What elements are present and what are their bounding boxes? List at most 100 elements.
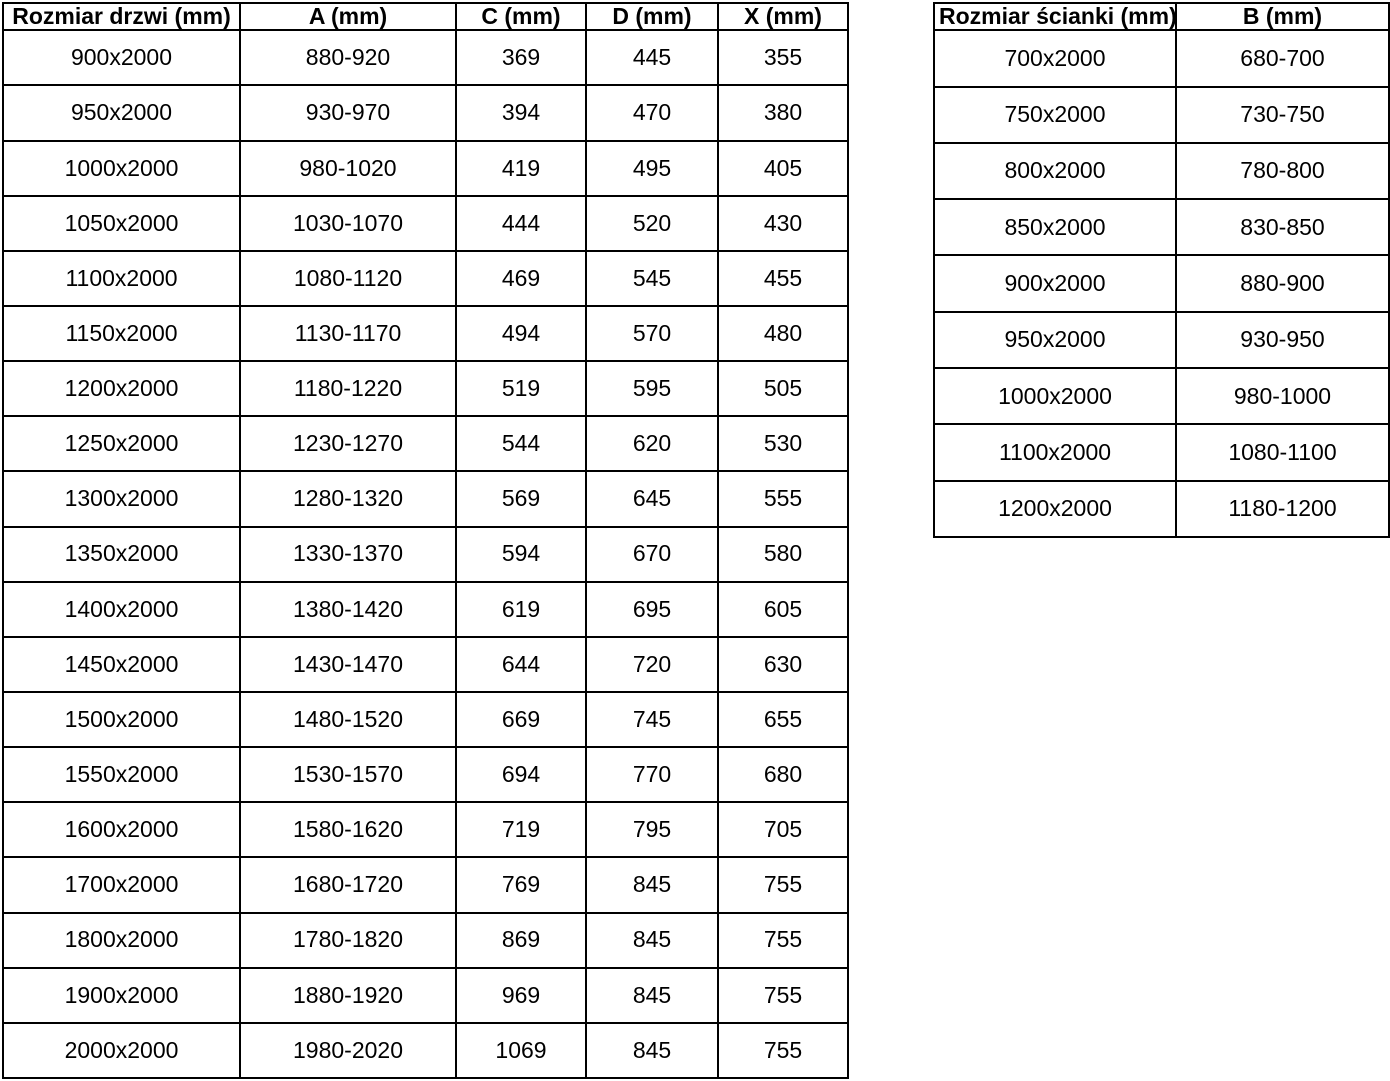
table-cell: 530	[717, 415, 849, 473]
table-cell: 755	[717, 966, 849, 1024]
table-cell: 505	[717, 360, 849, 418]
table-cell: 1800x2000	[2, 911, 241, 969]
table-row: 1450x2000 1430-1470 644 720 630	[2, 635, 849, 693]
table-cell: 2000x2000	[2, 1021, 241, 1080]
table-row: 950x2000 930-950	[933, 310, 1390, 370]
table-cell: 880-920	[239, 29, 457, 87]
table-cell: 869	[455, 911, 587, 969]
table-row: 1350x2000 1330-1370 594 670 580	[2, 525, 849, 583]
table-cell: 1550x2000	[2, 746, 241, 804]
table-cell: 795	[585, 801, 719, 859]
table-cell: 495	[585, 139, 719, 197]
table-cell: 670	[585, 525, 719, 583]
table-cell: 950x2000	[2, 84, 241, 142]
table-cell: 719	[455, 801, 587, 859]
table-row: 1100x2000 1080-1100	[933, 423, 1390, 482]
table-row: 1800x2000 1780-1820 869 845 755	[2, 911, 849, 969]
table-row: 900x2000 880-920 369 445 355	[2, 29, 849, 87]
table-cell: 850x2000	[933, 198, 1177, 257]
table-cell: 930-950	[1175, 310, 1390, 370]
table-cell: 1080-1100	[1175, 423, 1390, 482]
table-row: 2000x2000 1980-2020 1069 845 755	[2, 1021, 849, 1080]
table-cell: 419	[455, 139, 587, 197]
table-cell: 1580-1620	[239, 801, 457, 859]
table-cell: 1080-1120	[239, 249, 457, 308]
table-cell: 1200x2000	[933, 479, 1177, 539]
table-cell: 555	[717, 470, 849, 528]
table-cell: 755	[717, 911, 849, 969]
table-cell: 969	[455, 966, 587, 1024]
table-cell: 1100x2000	[933, 423, 1177, 482]
table-cell: 1230-1270	[239, 415, 457, 473]
table-cell: 1180-1220	[239, 360, 457, 418]
table-row: 1000x2000 980-1020 419 495 405	[2, 139, 849, 197]
table-cell: 1330-1370	[239, 525, 457, 583]
table-cell: 470	[585, 84, 719, 142]
table-cell: 980-1000	[1175, 367, 1390, 426]
table-row: 950x2000 930-970 394 470 380	[2, 84, 849, 142]
table-cell: 645	[585, 470, 719, 528]
table-cell: 570	[585, 304, 719, 363]
table-cell: 780-800	[1175, 141, 1390, 201]
table-cell: 1200x2000	[2, 360, 241, 418]
table-row: 1100x2000 1080-1120 469 545 455	[2, 249, 849, 308]
table-cell: 694	[455, 746, 587, 804]
table-cell: 1280-1320	[239, 470, 457, 528]
table-cell: 655	[717, 690, 849, 749]
table-cell: 355	[717, 29, 849, 87]
table-cell: 900x2000	[2, 29, 241, 87]
table-cell: 669	[455, 690, 587, 749]
table-cell: 1380-1420	[239, 580, 457, 638]
table-cell: 750x2000	[933, 85, 1177, 144]
table-cell: 545	[585, 249, 719, 308]
table-cell: 769	[455, 856, 587, 914]
table-cell: 730-750	[1175, 85, 1390, 144]
table-cell: 1180-1200	[1175, 479, 1390, 539]
table-cell: 695	[585, 580, 719, 638]
table-cell: 469	[455, 249, 587, 308]
table-cell: 569	[455, 470, 587, 528]
table-cell: 745	[585, 690, 719, 749]
table-row: 850x2000 830-850	[933, 198, 1390, 257]
table-cell: 444	[455, 194, 587, 252]
table-cell: 1150x2000	[2, 304, 241, 363]
table-row: 1050x2000 1030-1070 444 520 430	[2, 194, 849, 252]
table-row: 1250x2000 1230-1270 544 620 530	[2, 415, 849, 473]
column-header: Rozmiar ścianki (mm)	[933, 1, 1177, 32]
table-cell: 605	[717, 580, 849, 638]
table-cell: 800x2000	[933, 141, 1177, 201]
table-cell: 1069	[455, 1021, 587, 1080]
table-cell: 620	[585, 415, 719, 473]
table-cell: 1500x2000	[2, 690, 241, 749]
table-cell: 1480-1520	[239, 690, 457, 749]
table-cell: 705	[717, 801, 849, 859]
table-cell: 519	[455, 360, 587, 418]
table-row: 750x2000 730-750	[933, 85, 1390, 144]
table-cell: 1680-1720	[239, 856, 457, 914]
wall-table-header-row: Rozmiar ścianki (mm) B (mm)	[933, 1, 1390, 32]
table-cell: 494	[455, 304, 587, 363]
table-cell: 1980-2020	[239, 1021, 457, 1080]
table-cell: 1400x2000	[2, 580, 241, 638]
table-cell: 845	[585, 911, 719, 969]
table-row: 700x2000 680-700	[933, 29, 1390, 88]
table-cell: 1450x2000	[2, 635, 241, 693]
table-cell: 680-700	[1175, 29, 1390, 88]
table-row: 1150x2000 1130-1170 494 570 480	[2, 304, 849, 363]
table-row: 1900x2000 1880-1920 969 845 755	[2, 966, 849, 1024]
table-cell: 394	[455, 84, 587, 142]
table-cell: 1030-1070	[239, 194, 457, 252]
table-row: 1300x2000 1280-1320 569 645 555	[2, 470, 849, 528]
table-cell: 900x2000	[933, 254, 1177, 313]
table-cell: 369	[455, 29, 587, 87]
table-cell: 1530-1570	[239, 746, 457, 804]
column-header: C (mm)	[455, 1, 587, 32]
table-cell: 644	[455, 635, 587, 693]
door-table-header-row: Rozmiar drzwi (mm) A (mm) C (mm) D (mm) X (m…	[2, 1, 849, 32]
table-cell: 580	[717, 525, 849, 583]
column-header: B (mm)	[1175, 1, 1390, 32]
table-cell: 755	[717, 856, 849, 914]
table-row: 900x2000 880-900	[933, 254, 1390, 313]
table-cell: 595	[585, 360, 719, 418]
